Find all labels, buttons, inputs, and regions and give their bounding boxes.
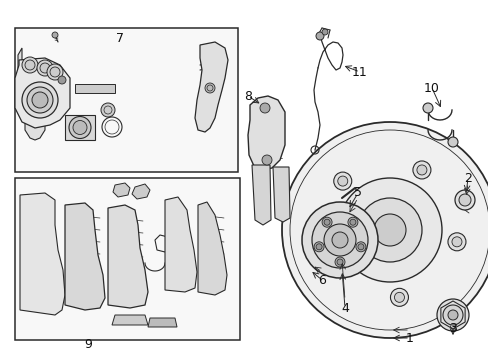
Circle shape bbox=[336, 259, 342, 265]
Circle shape bbox=[436, 299, 468, 331]
Polygon shape bbox=[164, 197, 197, 292]
Circle shape bbox=[40, 63, 50, 73]
Circle shape bbox=[394, 292, 404, 302]
Polygon shape bbox=[108, 205, 148, 308]
Circle shape bbox=[323, 255, 333, 265]
Circle shape bbox=[349, 219, 355, 225]
Polygon shape bbox=[148, 318, 177, 327]
Text: 7: 7 bbox=[116, 31, 124, 45]
Circle shape bbox=[373, 214, 405, 246]
Circle shape bbox=[25, 60, 35, 70]
Circle shape bbox=[451, 237, 461, 247]
Circle shape bbox=[204, 83, 215, 93]
Circle shape bbox=[32, 92, 48, 108]
Circle shape bbox=[454, 190, 474, 210]
Circle shape bbox=[324, 224, 355, 256]
Circle shape bbox=[442, 305, 462, 325]
Circle shape bbox=[52, 32, 58, 38]
Circle shape bbox=[324, 219, 329, 225]
Circle shape bbox=[355, 242, 365, 252]
Circle shape bbox=[58, 76, 66, 84]
Circle shape bbox=[69, 117, 91, 139]
Polygon shape bbox=[65, 203, 105, 310]
Circle shape bbox=[315, 32, 324, 40]
Circle shape bbox=[73, 121, 87, 135]
Circle shape bbox=[37, 60, 53, 76]
Polygon shape bbox=[15, 58, 70, 128]
Circle shape bbox=[458, 194, 470, 206]
Circle shape bbox=[50, 67, 60, 77]
Circle shape bbox=[302, 202, 377, 278]
Bar bbox=[65, 115, 95, 140]
Polygon shape bbox=[112, 315, 148, 325]
Circle shape bbox=[331, 232, 347, 248]
Polygon shape bbox=[247, 96, 285, 170]
Circle shape bbox=[337, 178, 441, 282]
Circle shape bbox=[337, 176, 347, 186]
Polygon shape bbox=[113, 183, 130, 197]
Circle shape bbox=[333, 172, 351, 190]
Circle shape bbox=[412, 161, 430, 179]
Polygon shape bbox=[18, 48, 45, 140]
Circle shape bbox=[322, 217, 331, 227]
Text: 11: 11 bbox=[351, 66, 367, 78]
Circle shape bbox=[347, 217, 357, 227]
Circle shape bbox=[357, 244, 363, 250]
Circle shape bbox=[389, 288, 407, 306]
Circle shape bbox=[315, 244, 322, 250]
Circle shape bbox=[334, 257, 345, 267]
Circle shape bbox=[447, 310, 457, 320]
Polygon shape bbox=[20, 193, 65, 315]
Polygon shape bbox=[15, 178, 240, 340]
Polygon shape bbox=[15, 28, 238, 172]
Circle shape bbox=[260, 103, 269, 113]
Circle shape bbox=[422, 103, 432, 113]
Polygon shape bbox=[272, 167, 289, 222]
Circle shape bbox=[101, 103, 115, 117]
Circle shape bbox=[357, 198, 421, 262]
Polygon shape bbox=[195, 42, 227, 132]
Circle shape bbox=[22, 82, 58, 118]
Text: 10: 10 bbox=[423, 81, 439, 94]
Polygon shape bbox=[198, 202, 226, 295]
Circle shape bbox=[321, 29, 327, 35]
Text: 8: 8 bbox=[244, 90, 251, 103]
Text: 3: 3 bbox=[448, 321, 456, 334]
Polygon shape bbox=[132, 184, 150, 199]
Circle shape bbox=[313, 242, 324, 252]
Polygon shape bbox=[251, 165, 270, 225]
Circle shape bbox=[22, 57, 38, 73]
Circle shape bbox=[282, 122, 488, 338]
Circle shape bbox=[47, 64, 63, 80]
Text: 2: 2 bbox=[463, 171, 471, 184]
Text: 6: 6 bbox=[317, 274, 325, 287]
Circle shape bbox=[447, 137, 457, 147]
Text: 1: 1 bbox=[405, 332, 413, 345]
Text: 4: 4 bbox=[340, 302, 348, 315]
Text: 5: 5 bbox=[353, 186, 361, 199]
Circle shape bbox=[416, 165, 426, 175]
Bar bbox=[75, 84, 115, 93]
Circle shape bbox=[27, 87, 53, 113]
Circle shape bbox=[319, 251, 337, 269]
Circle shape bbox=[447, 233, 465, 251]
Text: 9: 9 bbox=[84, 338, 92, 351]
Circle shape bbox=[311, 212, 367, 268]
Circle shape bbox=[262, 155, 271, 165]
